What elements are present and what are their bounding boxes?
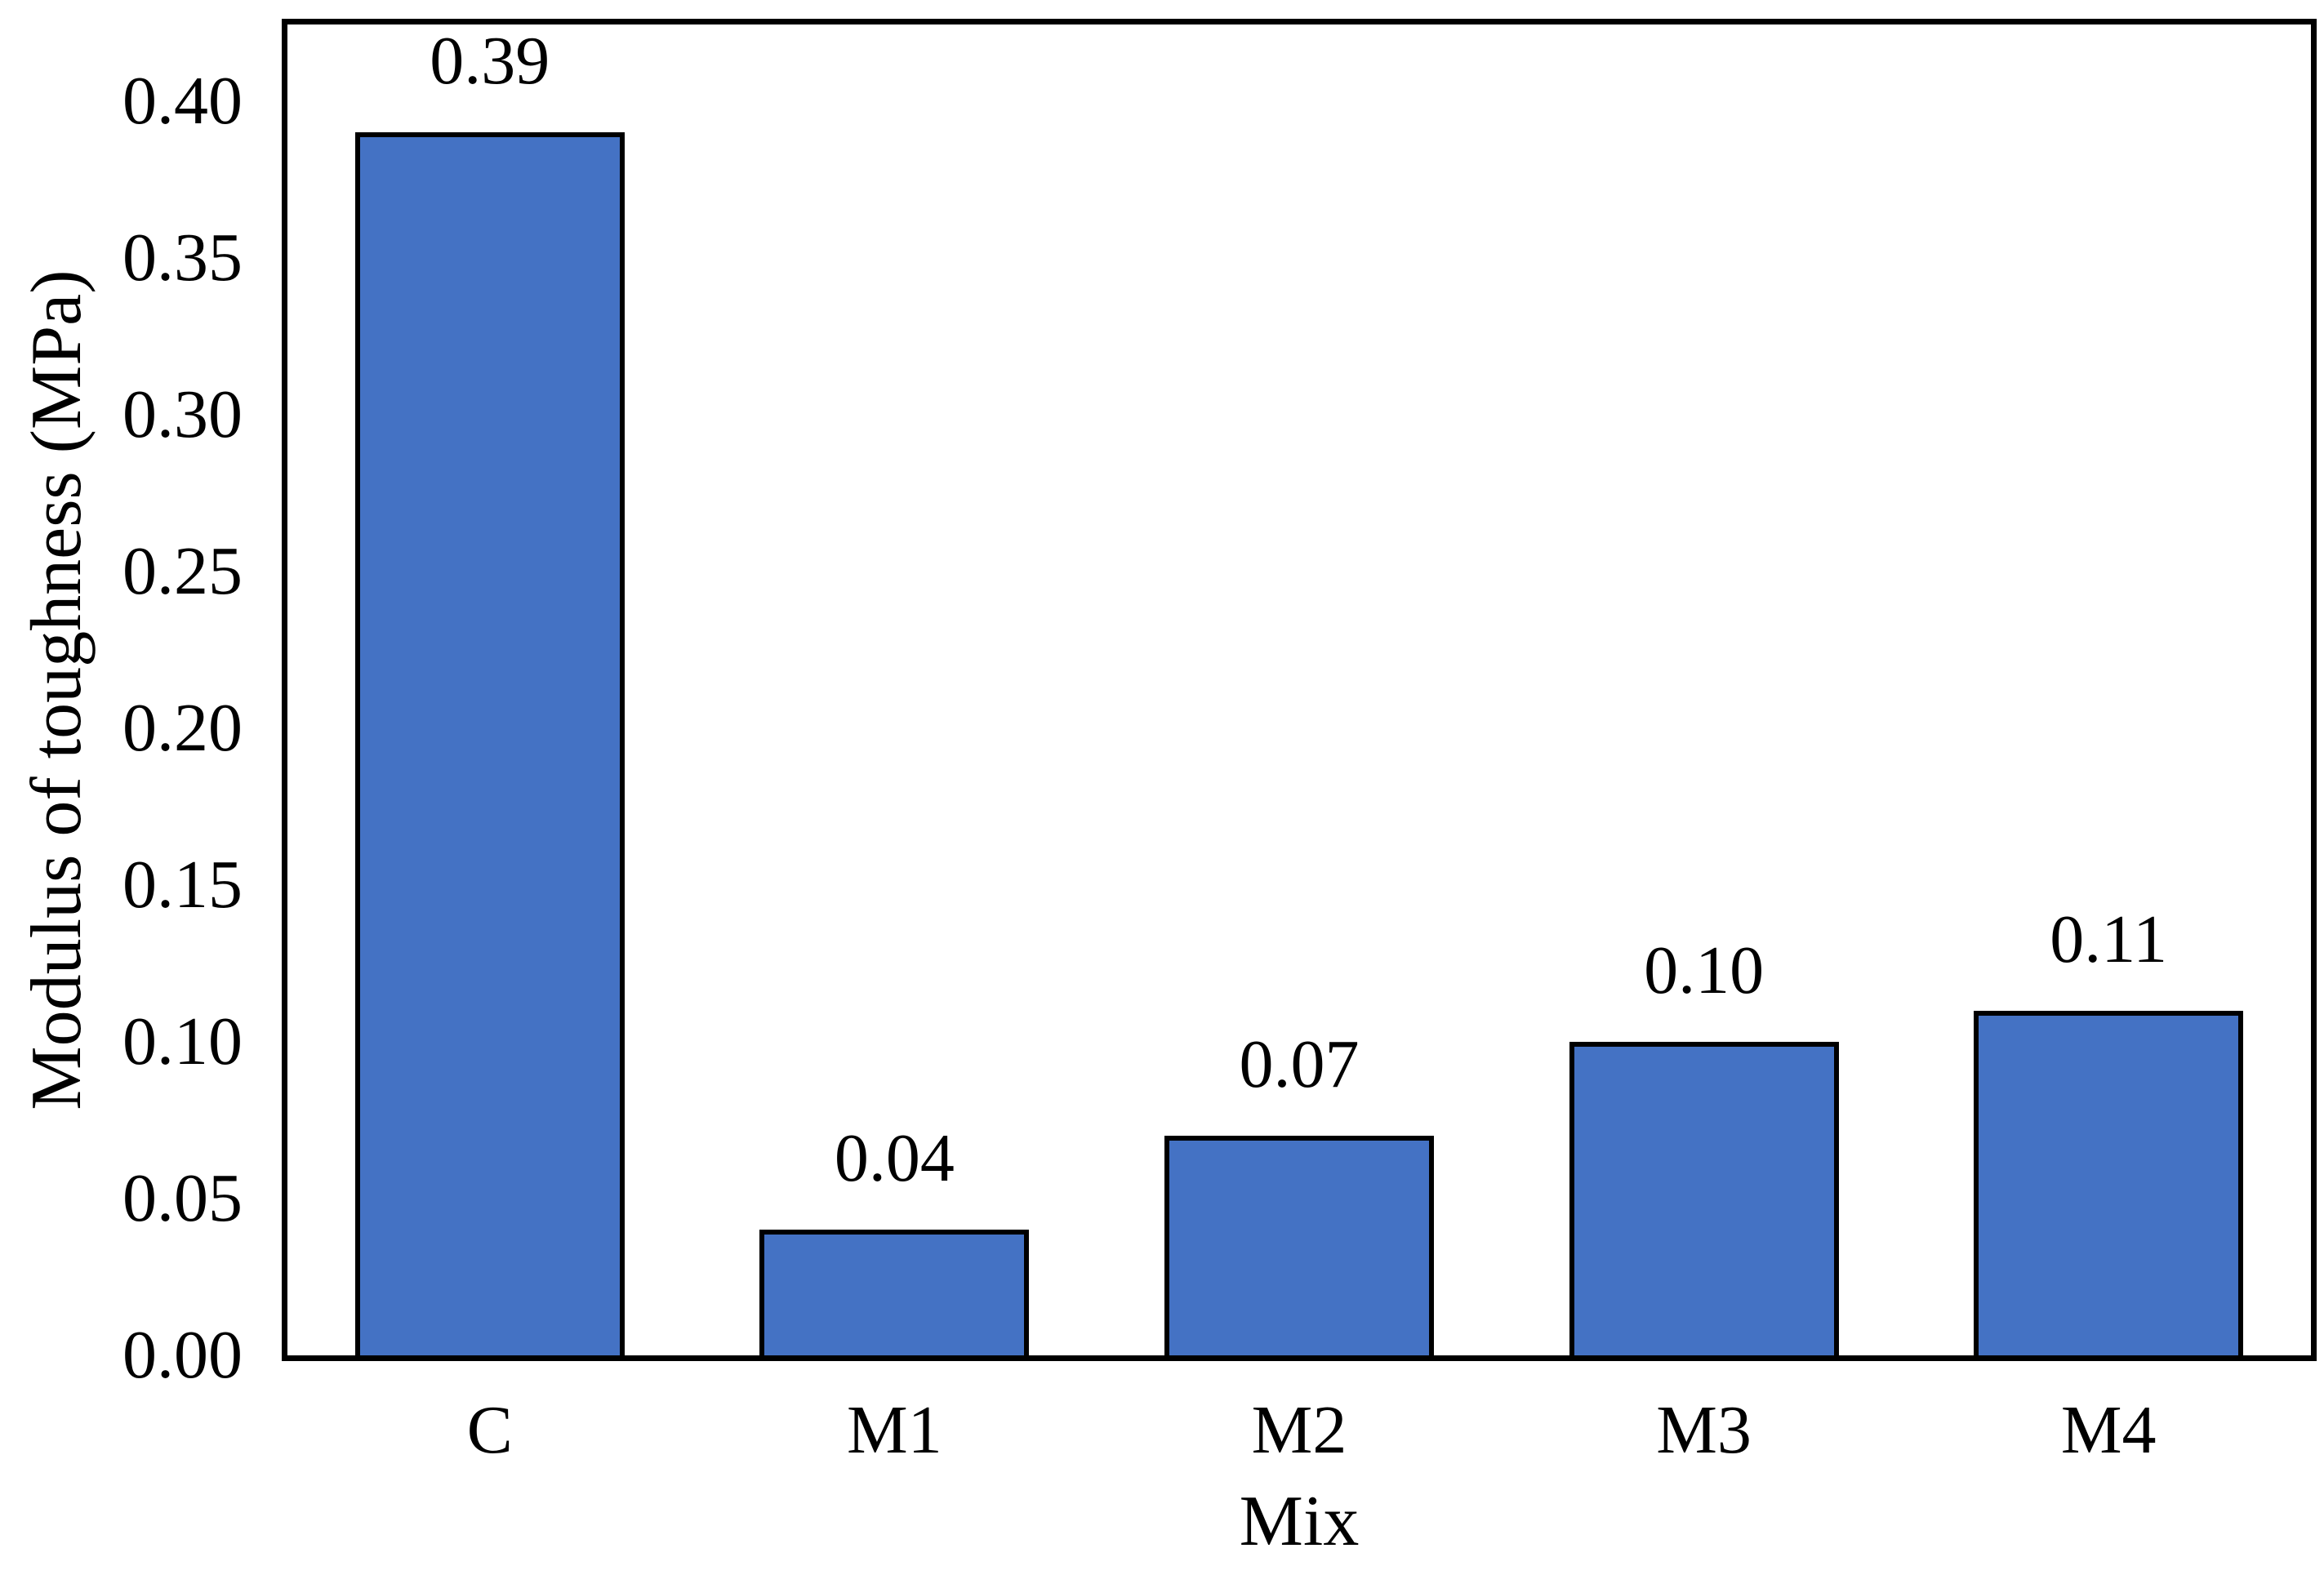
bar-M4 — [1974, 1010, 2244, 1355]
value-label-M2: 0.07 — [1239, 1026, 1360, 1103]
x-axis-title: Mix — [1239, 1482, 1360, 1561]
plot-area: 0.39 0.04 0.07 0.10 0.11 — [282, 19, 2317, 1361]
bar-M2 — [1164, 1136, 1434, 1355]
category-label-M4: M4 — [2060, 1392, 2157, 1468]
y-axis-tick-labels: 0.00 0.05 0.10 0.15 0.20 0.25 0.30 0.35 0.40 — [0, 24, 243, 1393]
category-label-M1: M1 — [847, 1392, 942, 1468]
value-label-M3: 0.10 — [1644, 932, 1765, 1009]
bar-M3 — [1569, 1042, 1839, 1355]
y-tick-label-0.20: 0.20 — [122, 690, 243, 767]
category-label-M2: M2 — [1251, 1392, 1347, 1468]
x-axis-category-labels: C M1 M2 M3 M4 — [287, 1388, 2311, 1478]
y-tick-label-0.30: 0.30 — [122, 376, 243, 453]
y-tick-label-0.10: 0.10 — [122, 1003, 243, 1080]
y-tick-label-0.00: 0.00 — [122, 1317, 243, 1393]
y-tick-label-0.15: 0.15 — [122, 847, 243, 923]
category-label-C: C — [466, 1392, 513, 1468]
value-label-M4: 0.11 — [2050, 901, 2168, 977]
y-tick-label-0.05: 0.05 — [122, 1160, 243, 1236]
bar-C — [354, 132, 625, 1355]
y-tick-label-0.35: 0.35 — [122, 220, 243, 296]
value-label-M1: 0.04 — [834, 1120, 955, 1197]
category-label-M3: M3 — [1656, 1392, 1752, 1468]
bar-M1 — [759, 1230, 1030, 1355]
y-tick-label-0.40: 0.40 — [122, 63, 243, 140]
y-tick-label-0.25: 0.25 — [122, 533, 243, 610]
value-label-C: 0.39 — [430, 23, 550, 100]
